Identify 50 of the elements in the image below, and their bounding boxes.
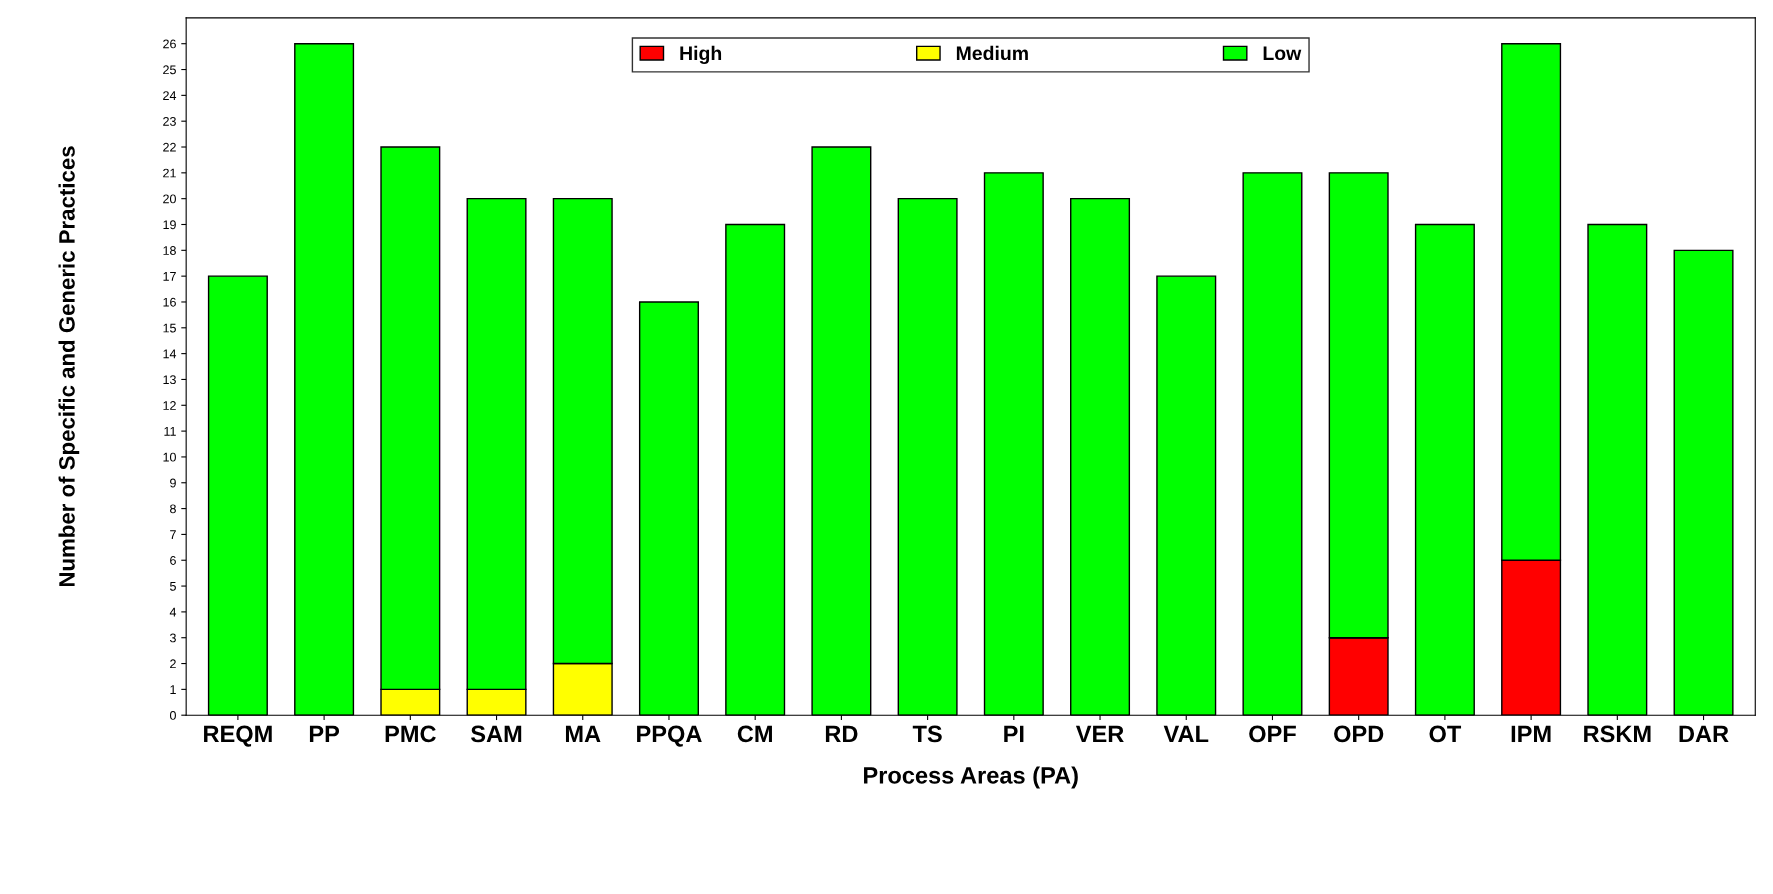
legend-label: Low xyxy=(1263,46,1302,61)
x-tick-label: TS xyxy=(912,725,942,743)
y-tick-label: 13 xyxy=(163,375,176,385)
x-tick-label: PI xyxy=(1004,725,1024,743)
legend-label: Medium xyxy=(956,45,1028,61)
y-tick-label: 14 xyxy=(163,349,177,359)
y-tick-label: 8 xyxy=(170,504,176,514)
x-tick-label: RSKM xyxy=(1584,725,1651,743)
y-tick-label: 19 xyxy=(163,220,176,230)
x-tick-label: PMC xyxy=(385,725,436,743)
x-tick-label: PP xyxy=(309,725,340,743)
x-tick-label: IPM xyxy=(1511,725,1551,743)
y-tick-label: 18 xyxy=(163,246,176,255)
y-tick-label: 3 xyxy=(169,633,176,643)
y-tick-label: 10 xyxy=(163,452,176,462)
x-tick-label: OPF xyxy=(1249,725,1296,743)
x-tick-label: OPD xyxy=(1334,725,1384,743)
x-tick-label: SAM xyxy=(470,725,522,743)
x-tick-label: CM xyxy=(737,725,772,743)
y-tick-label: 24 xyxy=(163,91,177,100)
y-tick-label: 12 xyxy=(163,401,176,410)
x-tick-label: DAR xyxy=(1679,725,1729,743)
y-tick-label: 21 xyxy=(163,168,176,178)
y-tick-label: 6 xyxy=(170,556,176,565)
y-tick-label: 5 xyxy=(169,582,176,591)
x-tick-label: MA xyxy=(565,725,601,743)
y-tick-label: 0 xyxy=(169,711,176,720)
x-tick-label: VAL xyxy=(1163,725,1209,743)
y-tick-label: 23 xyxy=(163,116,176,126)
x-tick-label: OT xyxy=(1429,725,1462,743)
x-tick-label: VER xyxy=(1075,725,1124,743)
x-tick-label: PPQA xyxy=(637,725,702,747)
x-axis-title: Process Areas (PA) xyxy=(864,766,1078,789)
y-tick-label: 4 xyxy=(169,607,177,617)
y-tick-label: 11 xyxy=(164,427,176,436)
y-tick-label: 22 xyxy=(163,142,176,152)
y-tick-label: 15 xyxy=(163,323,176,333)
x-tick-label: REQM xyxy=(204,725,272,747)
x-tick-label: RD xyxy=(825,725,858,743)
y-tick-label: 16 xyxy=(163,297,176,307)
y-tick-label: 1 xyxy=(170,685,176,694)
y-tick-label: 17 xyxy=(163,272,176,281)
y-tick-label: 25 xyxy=(163,65,176,75)
legend-label: High xyxy=(680,45,722,65)
y-tick-label: 26 xyxy=(163,39,176,49)
y-tick-label: 20 xyxy=(163,194,176,204)
y-tick-label: 2 xyxy=(170,659,176,669)
y-tick-label: 7 xyxy=(170,530,176,539)
y-tick-label: 9 xyxy=(170,478,176,488)
y-axis-title: Number of Specific and Generic Practices xyxy=(58,146,80,587)
